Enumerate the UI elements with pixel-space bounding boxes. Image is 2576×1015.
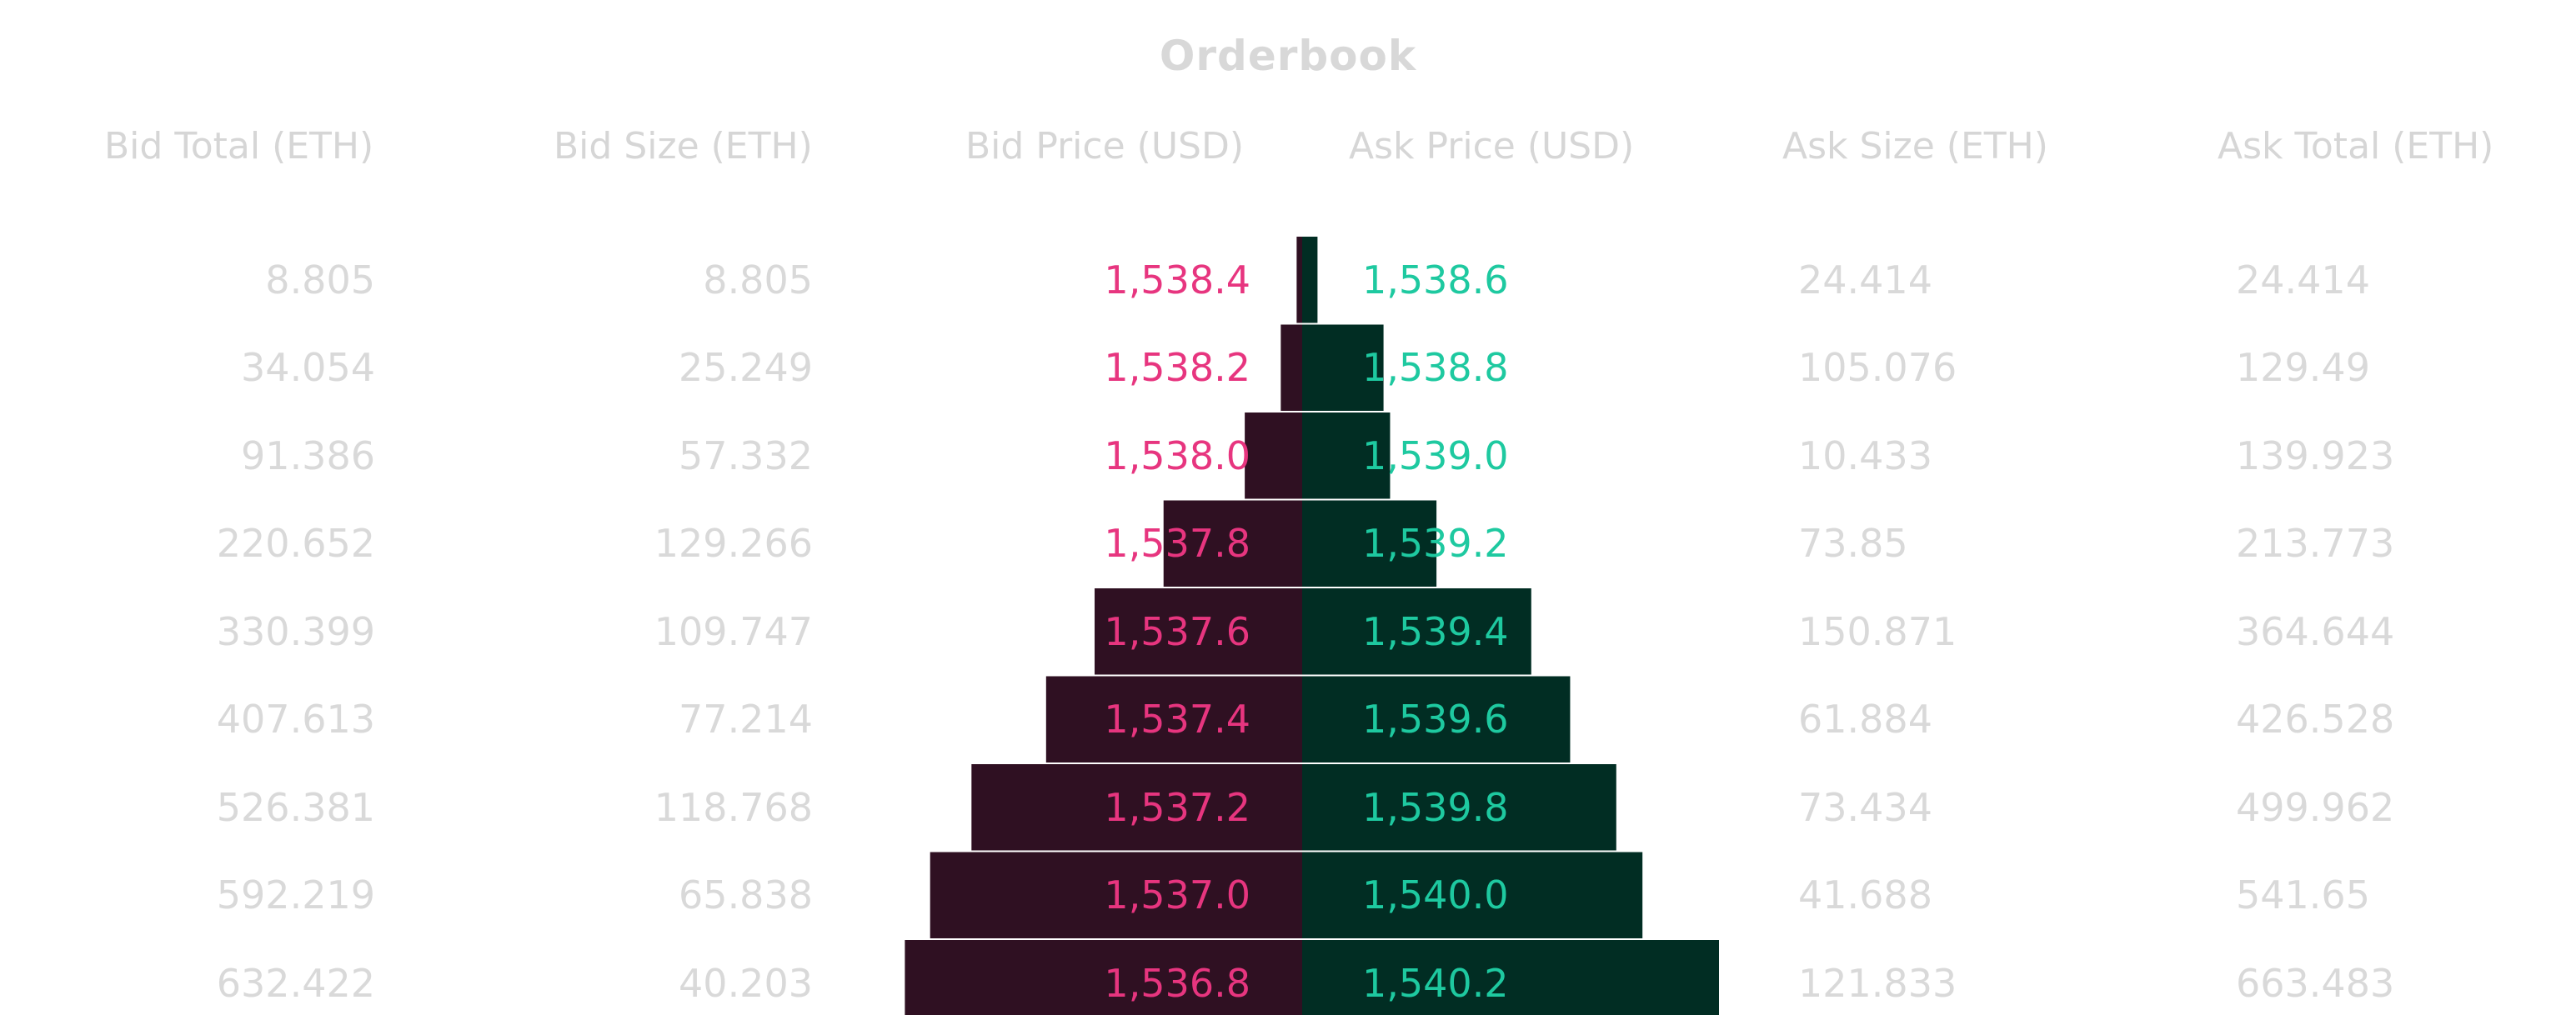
- ask-total-cell: 24.414: [2236, 257, 2370, 302]
- ask-total-cell: 499.962: [2236, 784, 2395, 830]
- ask-price-cell: 1,540.2: [1362, 960, 1509, 1006]
- ask-price-cell: 1,539.0: [1362, 432, 1509, 478]
- ask-total-cell: 663.483: [2236, 960, 2395, 1006]
- bid-total-cell: 407.613: [216, 697, 375, 742]
- ask-price-cell: 1,539.4: [1362, 608, 1509, 654]
- ask-total-cell: 426.528: [2236, 697, 2395, 742]
- ask-total-cell: 139.923: [2236, 432, 2395, 478]
- bid-depth-bar: [930, 852, 1302, 938]
- bid-size-cell: 57.332: [679, 432, 813, 478]
- ask-size-cell: 61.884: [1798, 697, 1932, 742]
- bid-depth-bar: [1045, 676, 1302, 762]
- bid-total-cell: 632.422: [216, 960, 375, 1006]
- ask-depth-bar: [1302, 676, 1571, 762]
- ask-depth-bar: [1302, 588, 1531, 675]
- ask-total-cell: 129.49: [2236, 345, 2370, 391]
- bid-depth-bar: [1245, 412, 1302, 499]
- bid-total-cell: 34.054: [241, 345, 375, 391]
- bid-total-cell: 8.805: [265, 257, 375, 302]
- bid-depth-bar: [905, 940, 1302, 1015]
- ask-price-cell: 1,539.8: [1362, 784, 1509, 830]
- ask-price-cell: 1,538.8: [1362, 345, 1509, 391]
- bid-price-cell: 1,537.2: [1104, 784, 1250, 830]
- bid-size-cell: 65.838: [679, 872, 813, 918]
- bid-price-cell: 1,537.8: [1104, 521, 1250, 567]
- ask-size-cell: 73.434: [1798, 784, 1932, 830]
- ask-price-cell: 1,540.0: [1362, 872, 1509, 918]
- bid-depth-bar: [1296, 237, 1302, 323]
- ask-total-cell: 364.644: [2236, 608, 2395, 654]
- ask-total-cell: 541.65: [2236, 872, 2370, 918]
- ask-size-cell: 10.433: [1798, 432, 1932, 478]
- bid-depth-bar: [971, 764, 1302, 851]
- bid-size-cell: 118.768: [654, 784, 813, 830]
- ask-size-cell: 121.833: [1798, 960, 1957, 1006]
- header-bid-total: Bid Total (ETH): [104, 125, 374, 168]
- header-ask-total: Ask Total (ETH): [2218, 125, 2494, 168]
- ask-size-cell: 41.688: [1798, 872, 1932, 918]
- bid-price-cell: 1,537.4: [1104, 697, 1250, 742]
- ask-depth-bar: [1302, 324, 1384, 411]
- ask-price-cell: 1,539.2: [1362, 521, 1509, 567]
- ask-depth-bar: [1302, 412, 1391, 499]
- bid-depth-bar: [1095, 588, 1302, 675]
- bid-price-cell: 1,536.8: [1104, 960, 1250, 1006]
- ask-depth-bar: [1302, 237, 1318, 323]
- bid-price-cell: 1,537.0: [1104, 872, 1250, 918]
- bid-price-cell: 1,537.6: [1104, 608, 1250, 654]
- bid-price-cell: 1,538.4: [1104, 257, 1250, 302]
- ask-price-cell: 1,538.6: [1362, 257, 1509, 302]
- ask-size-cell: 150.871: [1798, 608, 1957, 654]
- ask-size-cell: 105.076: [1798, 345, 1957, 391]
- ask-size-cell: 24.414: [1798, 257, 1932, 302]
- bid-size-cell: 129.266: [654, 521, 813, 567]
- header-bid-size: Bid Size (ETH): [554, 125, 813, 168]
- bid-price-cell: 1,538.2: [1104, 345, 1250, 391]
- bid-size-cell: 77.214: [679, 697, 813, 742]
- bid-size-cell: 109.747: [654, 608, 813, 654]
- ask-depth-bar: [1302, 852, 1643, 938]
- ask-total-cell: 213.773: [2236, 521, 2395, 567]
- bid-size-cell: 8.805: [703, 257, 813, 302]
- ask-price-cell: 1,539.6: [1362, 697, 1509, 742]
- chart-title: Orderbook: [1159, 32, 1417, 80]
- bid-total-cell: 526.381: [216, 784, 375, 830]
- bid-depth-bar: [1163, 500, 1302, 587]
- ask-depth-bar: [1302, 764, 1616, 851]
- ask-depth-bar: [1302, 500, 1437, 587]
- header-ask-size: Ask Size (ETH): [1782, 125, 2048, 168]
- header-ask-price: Ask Price (USD): [1349, 125, 1635, 168]
- bid-total-cell: 330.399: [216, 608, 375, 654]
- bid-total-cell: 91.386: [241, 432, 375, 478]
- ask-size-cell: 73.85: [1798, 521, 1908, 567]
- ask-depth-bar: [1302, 940, 1719, 1015]
- header-bid-price: Bid Price (USD): [965, 125, 1244, 168]
- bid-depth-bar: [1280, 324, 1302, 411]
- bid-size-cell: 25.249: [679, 345, 813, 391]
- bid-size-cell: 40.203: [679, 960, 813, 1006]
- bid-total-cell: 220.652: [216, 521, 375, 567]
- bid-price-cell: 1,538.0: [1104, 432, 1250, 478]
- bid-total-cell: 592.219: [216, 872, 375, 918]
